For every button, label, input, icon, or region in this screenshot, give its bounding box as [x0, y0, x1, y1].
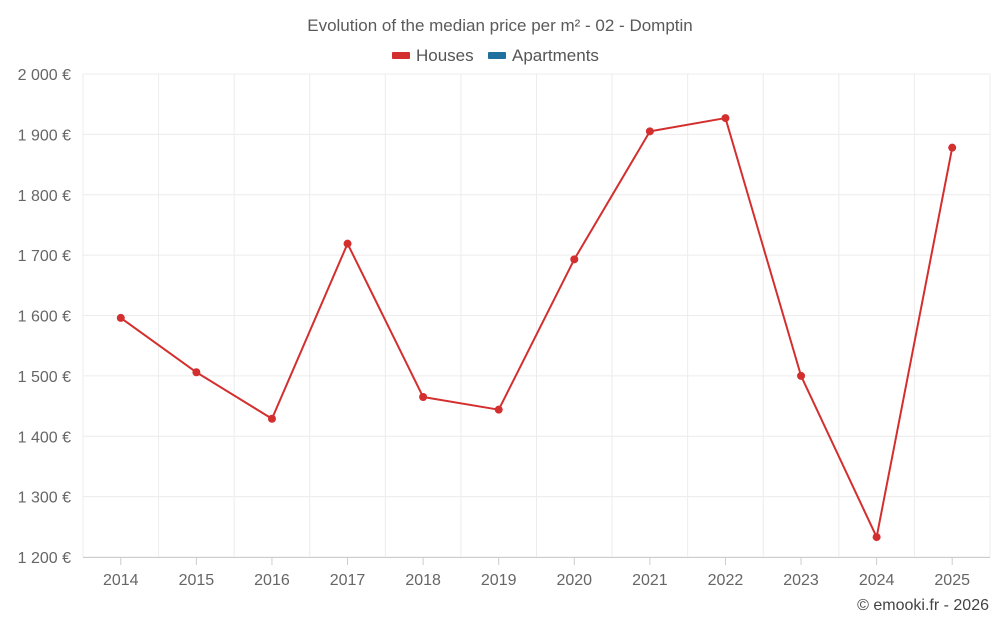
- x-tick-label: 2024: [859, 572, 895, 589]
- x-tick-label: 2023: [783, 572, 819, 589]
- legend-item-houses[interactable]: Houses: [392, 46, 474, 65]
- series-line-houses: [120, 117, 954, 539]
- x-tick-label: 2019: [481, 572, 517, 589]
- y-tick-label: 1 400 €: [18, 429, 71, 446]
- y-tick-label: 1 800 €: [18, 188, 71, 205]
- legend-item-apartments[interactable]: Apartments: [488, 46, 599, 65]
- data-point-houses[interactable]: [948, 143, 957, 152]
- legend-swatch-apartments: [488, 52, 506, 59]
- x-axis-labels: 2014 2015 2016 2017 2018 2019 2020 2021 2022 2023…: [103, 557, 970, 589]
- credit-text[interactable]: © emooki.fr - 2026: [857, 597, 989, 614]
- x-tick-label: 2022: [708, 572, 744, 589]
- data-point-houses[interactable]: [343, 239, 352, 248]
- y-tick-label: 1 600 €: [18, 309, 71, 326]
- x-tick-label: 2015: [179, 572, 215, 589]
- x-tick-label: 2018: [405, 572, 441, 589]
- data-point-houses[interactable]: [721, 114, 730, 123]
- legend: Houses Apartments: [392, 46, 599, 65]
- data-point-houses[interactable]: [645, 127, 654, 136]
- x-tick-label: 2014: [103, 572, 139, 589]
- chart-title: Evolution of the median price per m² - 0…: [307, 16, 693, 35]
- data-point-houses[interactable]: [267, 414, 276, 423]
- x-tick-label: 2017: [330, 572, 366, 589]
- data-point-houses[interactable]: [192, 368, 201, 377]
- data-point-houses[interactable]: [797, 371, 806, 380]
- data-point-houses[interactable]: [872, 533, 881, 542]
- data-point-houses[interactable]: [570, 255, 579, 264]
- y-axis-labels: 1 200 € 1 300 € 1 400 € 1 500 € 1 600 € 1 700…: [18, 67, 71, 567]
- x-tick-label: 2020: [556, 572, 592, 589]
- y-tick-label: 1 700 €: [18, 248, 71, 265]
- data-point-houses[interactable]: [116, 313, 125, 322]
- y-tick-label: 1 500 €: [18, 369, 71, 386]
- data-point-houses[interactable]: [494, 405, 503, 414]
- x-tick-label: 2016: [254, 572, 290, 589]
- legend-swatch-houses: [392, 52, 410, 59]
- y-tick-label: 1 300 €: [18, 490, 71, 507]
- legend-label-houses: Houses: [416, 46, 474, 65]
- series-layer: [116, 114, 957, 542]
- data-point-houses[interactable]: [419, 393, 428, 402]
- x-tick-label: 2025: [934, 572, 970, 589]
- y-tick-label: 1 200 €: [18, 550, 71, 567]
- y-tick-label: 1 900 €: [18, 127, 71, 144]
- y-tick-label: 2 000 €: [18, 67, 71, 84]
- legend-label-apartments: Apartments: [512, 46, 599, 65]
- x-tick-label: 2021: [632, 572, 668, 589]
